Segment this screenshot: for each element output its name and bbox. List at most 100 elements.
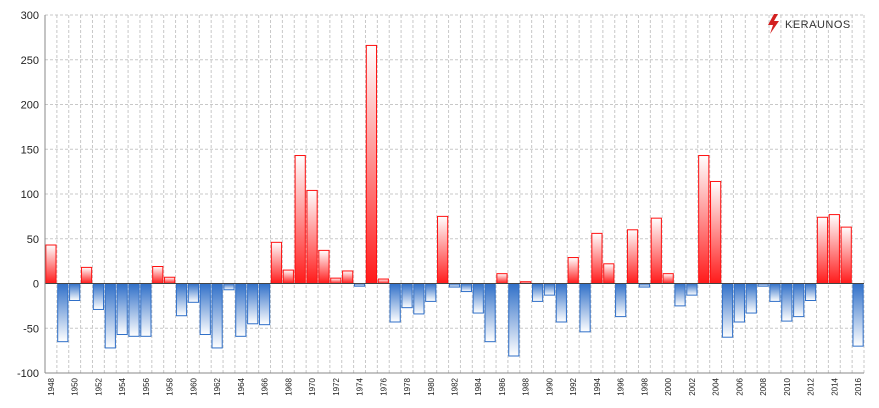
bar-1962 — [211, 283, 223, 349]
bar-1997 — [626, 229, 639, 285]
bar-2001 — [674, 283, 686, 307]
x-tick-label: 1974 — [356, 377, 365, 395]
y-tick-label: 300 — [21, 10, 39, 22]
bar-1952 — [92, 283, 105, 310]
x-tick-label: 1996 — [617, 377, 626, 395]
bar-1972 — [330, 277, 342, 285]
bar-1959 — [175, 283, 188, 317]
bar-1958 — [164, 276, 176, 284]
x-tick-label: 2002 — [688, 377, 697, 395]
bar-1950 — [69, 283, 81, 301]
y-tick-label: 0 — [33, 279, 39, 291]
bar-1989 — [531, 283, 544, 302]
bar-1970 — [306, 189, 318, 284]
bar-2011 — [793, 283, 805, 318]
bar-1979 — [413, 283, 425, 315]
bar-1984 — [472, 283, 484, 314]
bar-1999 — [650, 217, 662, 284]
bar-2016 — [852, 283, 864, 347]
bar-2014 — [828, 214, 840, 284]
bar-2006 — [733, 283, 745, 323]
brand-logo: KERAUNOS — [768, 14, 851, 34]
bar-1995 — [603, 263, 615, 284]
bar-2002 — [686, 283, 698, 296]
bar-1981 — [437, 215, 449, 285]
bar-1990 — [543, 283, 556, 296]
x-tick-label: 1972 — [332, 377, 341, 395]
bar-1998 — [638, 283, 651, 288]
x-tick-label: 1998 — [640, 377, 649, 395]
bar-1986 — [496, 273, 508, 285]
bar-1960 — [187, 283, 199, 303]
bar-1994 — [591, 232, 603, 285]
bar-1953 — [104, 283, 116, 349]
x-tick-label: 2006 — [735, 377, 744, 395]
bar-1978 — [401, 283, 413, 309]
y-tick-label: 150 — [21, 144, 39, 156]
x-tick-label: 1968 — [284, 377, 293, 395]
axes: -100 -50 0 50 100 150 200 250 300 1948 1950 1952 195… — [17, 10, 864, 396]
x-tick-label: 1948 — [47, 377, 56, 395]
y-tick-label: 250 — [21, 55, 39, 67]
x-tick-label: 1994 — [593, 377, 602, 395]
bar-1957 — [152, 266, 164, 284]
x-tick-label: 1978 — [403, 377, 412, 395]
bar-1964 — [235, 283, 247, 337]
y-tick-label: 200 — [21, 100, 39, 112]
x-tick-label: 1988 — [522, 377, 531, 395]
bar-1965 — [247, 283, 259, 325]
bar-1969 — [294, 155, 306, 285]
bar-1980 — [425, 283, 437, 302]
x-tick-label: 1960 — [189, 377, 198, 395]
x-tick-label: 1970 — [308, 377, 317, 395]
bar-1956 — [140, 283, 152, 337]
y-tick-label: 50 — [27, 234, 39, 246]
bar-1976 — [377, 278, 389, 284]
bar-1983 — [460, 283, 472, 293]
bar-1973 — [342, 270, 354, 285]
bar-1963 — [223, 283, 235, 291]
x-tick-label: 1982 — [451, 377, 460, 395]
x-tick-label: 1976 — [379, 377, 388, 395]
x-tick-label: 1990 — [545, 377, 554, 395]
x-tick-label: 2000 — [664, 377, 673, 395]
bar-1991 — [555, 283, 567, 323]
x-tick-label: 1956 — [142, 377, 151, 395]
bar-1955 — [128, 283, 140, 337]
x-tick-label: 1992 — [569, 377, 578, 395]
bar-1985 — [484, 283, 496, 343]
x-tick-label: 2016 — [854, 377, 863, 395]
bar-1993 — [579, 283, 591, 333]
bar-1961 — [199, 283, 211, 336]
y-tick-label: 100 — [21, 189, 39, 201]
x-tick-label: 1958 — [166, 377, 175, 395]
x-tick-label: 2010 — [783, 377, 792, 395]
x-tick-label: 1952 — [94, 377, 103, 395]
x-tick-label: 1984 — [474, 377, 483, 395]
bar-2003 — [698, 155, 710, 285]
x-tick-label: 2008 — [759, 377, 768, 395]
y-tick-label: -100 — [17, 368, 39, 380]
bar-1948 — [45, 244, 57, 284]
bar-1992 — [567, 257, 579, 285]
bar-2009 — [769, 283, 781, 302]
bar-2012 — [804, 283, 817, 301]
x-tick-label: 1950 — [71, 377, 80, 395]
bar-1949 — [57, 283, 69, 343]
bar-1996 — [615, 283, 627, 318]
x-tick-label: 1966 — [261, 377, 270, 395]
bars — [45, 44, 864, 357]
bar-1987 — [508, 283, 520, 357]
bar-1951 — [80, 266, 93, 285]
bar-2010 — [781, 283, 793, 322]
bar-1982 — [448, 283, 461, 288]
y-tick-label: -50 — [23, 323, 39, 335]
bar-1968 — [282, 269, 294, 284]
x-tick-label: 1980 — [427, 377, 436, 395]
brand-name: KERAUNOS — [785, 19, 851, 31]
bar-2013 — [816, 216, 829, 285]
bar-2005 — [721, 283, 734, 338]
x-tick-label: 1954 — [118, 377, 127, 395]
